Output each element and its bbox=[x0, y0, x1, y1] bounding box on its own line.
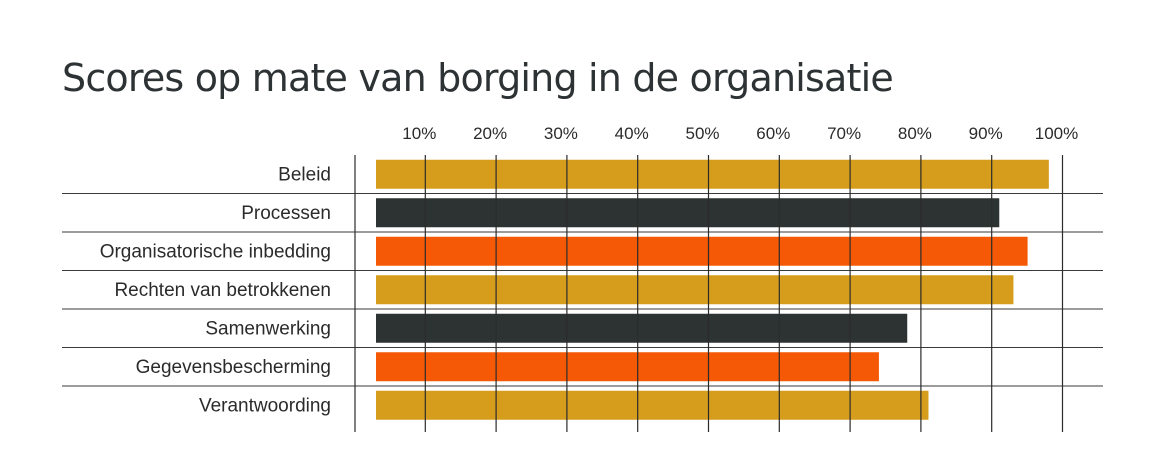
category-label: Verantwoording bbox=[199, 395, 331, 416]
chart-title: Scores op mate van borging in de organis… bbox=[62, 56, 894, 100]
x-tick-label: 60% bbox=[756, 124, 790, 143]
bar-beleid bbox=[376, 159, 1049, 189]
bar-organisatorische-inbedding bbox=[376, 236, 1028, 266]
category-label: Beleid bbox=[278, 164, 331, 185]
x-tick-label: 100% bbox=[1035, 124, 1078, 143]
bar-verantwoording bbox=[376, 390, 929, 420]
bar-rechten-van-betrokkenen bbox=[376, 275, 1014, 305]
x-tick-label: 90% bbox=[969, 124, 1003, 143]
x-tick-label: 80% bbox=[898, 124, 932, 143]
category-label: Organisatorische inbedding bbox=[100, 241, 331, 262]
x-tick-label: 70% bbox=[827, 124, 861, 143]
x-tick-label: 50% bbox=[685, 124, 719, 143]
bar-gegevensbescherming bbox=[376, 352, 879, 382]
category-label: Processen bbox=[241, 203, 331, 224]
x-tick-label: 30% bbox=[544, 124, 578, 143]
x-tick-label: 40% bbox=[615, 124, 649, 143]
bar-samenwerking bbox=[376, 313, 908, 343]
category-label: Rechten van betrokkenen bbox=[114, 280, 331, 301]
category-label: Samenwerking bbox=[205, 318, 331, 339]
x-tick-label: 20% bbox=[473, 124, 507, 143]
bar-processen bbox=[376, 198, 1000, 228]
category-label: Gegevensbescherming bbox=[136, 357, 331, 378]
x-tick-label: 10% bbox=[402, 124, 436, 143]
